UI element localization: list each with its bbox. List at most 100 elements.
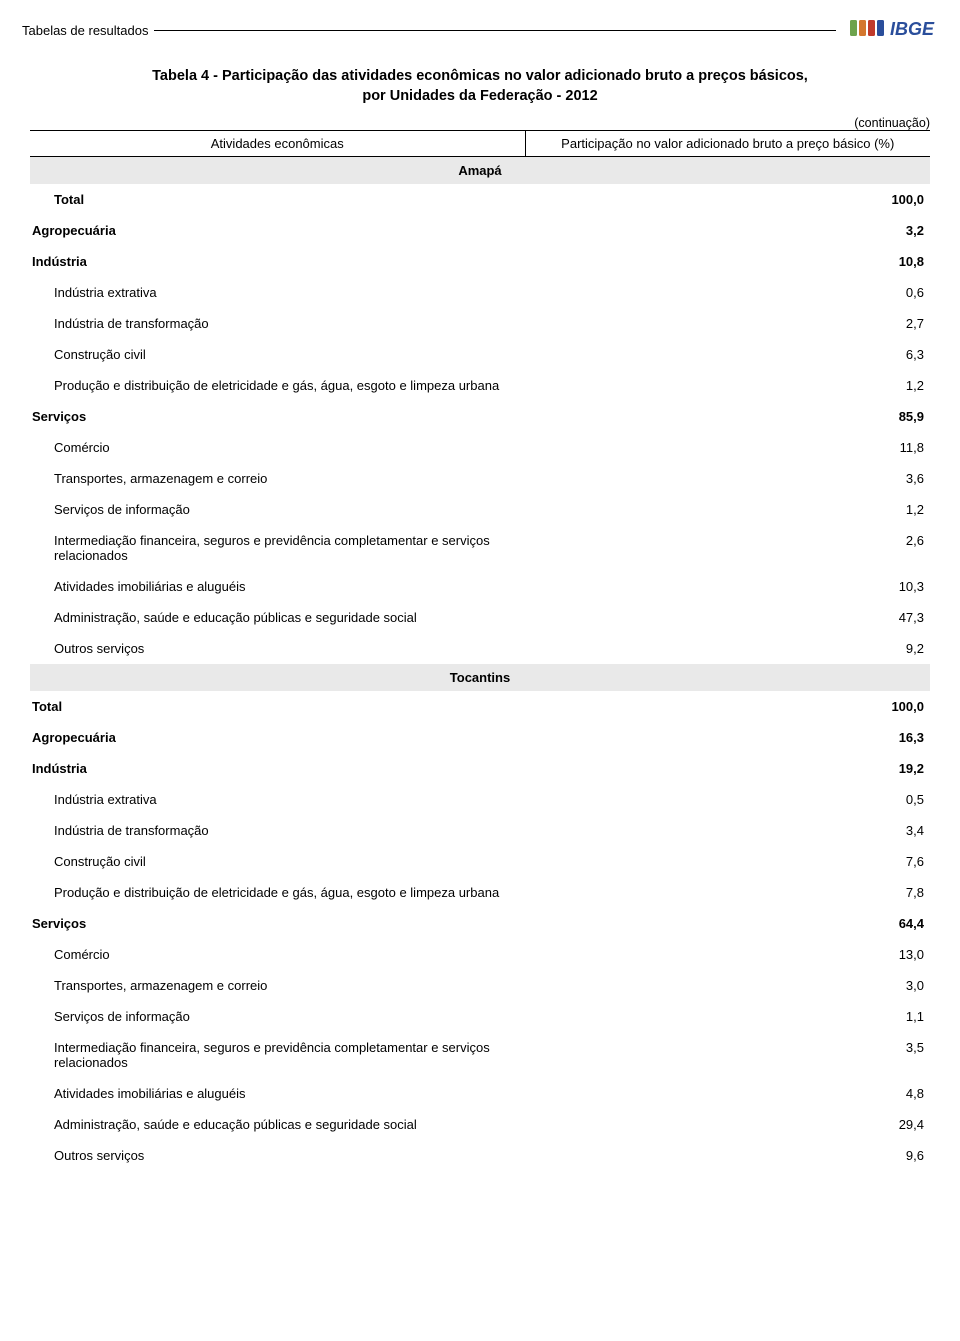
state-header-row: Amapá (30, 157, 930, 185)
table-row: Comércio13,0 (30, 939, 930, 970)
activity-value: 1,2 (525, 494, 930, 525)
table-row: Construção civil6,3 (30, 339, 930, 370)
table-row: Outros serviços9,2 (30, 633, 930, 664)
activity-value: 13,0 (525, 939, 930, 970)
table-header: Atividades econômicas Participação no va… (30, 131, 930, 157)
activity-value: 0,6 (525, 277, 930, 308)
table-title: Tabela 4 - Participação das atividades e… (90, 67, 870, 106)
activity-label: Indústria extrativa (30, 277, 525, 308)
activity-label: Atividades imobiliárias e aluguéis (30, 571, 525, 602)
page: Tabelas de resultados IBGE Tabela 4 - Pa… (0, 0, 960, 1195)
activity-value: 3,2 (525, 215, 930, 246)
table-row: Indústria extrativa0,5 (30, 784, 930, 815)
col-header-participation: Participação no valor adicionado bruto a… (525, 131, 930, 157)
col-header-activities: Atividades econômicas (30, 131, 525, 157)
activity-label: Indústria de transformação (30, 815, 525, 846)
activity-value: 3,6 (525, 463, 930, 494)
activity-value: 64,4 (525, 908, 930, 939)
activity-label: Transportes, armazenagem e correio (30, 970, 525, 1001)
activity-value: 4,8 (525, 1078, 930, 1109)
activity-label: Indústria (30, 753, 525, 784)
activity-value: 9,6 (525, 1140, 930, 1171)
activity-label: Produção e distribuição de eletricidade … (30, 370, 525, 401)
activity-value: 10,8 (525, 246, 930, 277)
table-row: Comércio11,8 (30, 432, 930, 463)
activity-label: Transportes, armazenagem e correio (30, 463, 525, 494)
table-row: Total100,0 (30, 691, 930, 722)
table-row: Produção e distribuição de eletricidade … (30, 877, 930, 908)
activity-label: Serviços (30, 908, 525, 939)
activity-value: 29,4 (525, 1109, 930, 1140)
title-line-1: Tabela 4 - Participação das atividades e… (90, 67, 870, 87)
table-row: Transportes, armazenagem e correio3,0 (30, 970, 930, 1001)
activity-label: Total (30, 691, 525, 722)
table-row: Agropecuária16,3 (30, 722, 930, 753)
table-row: Serviços85,9 (30, 401, 930, 432)
table-row: Serviços de informação1,2 (30, 494, 930, 525)
activity-value: 100,0 (525, 184, 930, 215)
table-row: Transportes, armazenagem e correio3,6 (30, 463, 930, 494)
activity-label: Administração, saúde e educação públicas… (30, 1109, 525, 1140)
state-header-row: Tocantins (30, 664, 930, 691)
activity-value: 3,5 (525, 1032, 930, 1078)
activity-value: 7,6 (525, 846, 930, 877)
activity-label: Total (30, 184, 525, 215)
activity-value: 7,8 (525, 877, 930, 908)
activity-label: Intermediação financeira, seguros e prev… (30, 525, 525, 571)
activity-value: 3,0 (525, 970, 930, 1001)
section-label: Tabelas de resultados (22, 23, 154, 38)
activity-value: 1,1 (525, 1001, 930, 1032)
data-table: Atividades econômicas Participação no va… (30, 130, 930, 1171)
table-row: Construção civil7,6 (30, 846, 930, 877)
activity-label: Construção civil (30, 846, 525, 877)
activity-value: 47,3 (525, 602, 930, 633)
table-row: Indústria de transformação2,7 (30, 308, 930, 339)
table-row: Total100,0 (30, 184, 930, 215)
activity-label: Comércio (30, 432, 525, 463)
state-name: Tocantins (30, 664, 930, 691)
activity-value: 0,5 (525, 784, 930, 815)
activity-value: 1,2 (525, 370, 930, 401)
activity-value: 100,0 (525, 691, 930, 722)
table-row: Indústria10,8 (30, 246, 930, 277)
activity-value: 19,2 (525, 753, 930, 784)
title-line-2: por Unidades da Federação - 2012 (90, 87, 870, 107)
activity-label: Indústria de transformação (30, 308, 525, 339)
activity-label: Serviços de informação (30, 1001, 525, 1032)
table-row: Intermediação financeira, seguros e prev… (30, 1032, 930, 1078)
svg-text:IBGE: IBGE (890, 19, 935, 39)
activity-label: Indústria extrativa (30, 784, 525, 815)
activity-label: Construção civil (30, 339, 525, 370)
activity-value: 11,8 (525, 432, 930, 463)
activity-value: 16,3 (525, 722, 930, 753)
table-row: Administração, saúde e educação públicas… (30, 1109, 930, 1140)
activity-label: Serviços de informação (30, 494, 525, 525)
activity-value: 6,3 (525, 339, 930, 370)
activity-label: Produção e distribuição de eletricidade … (30, 877, 525, 908)
ibge-logo: IBGE (850, 16, 938, 45)
activity-label: Intermediação financeira, seguros e prev… (30, 1032, 525, 1078)
table-row: Indústria19,2 (30, 753, 930, 784)
activity-value: 9,2 (525, 633, 930, 664)
table-row: Serviços de informação1,1 (30, 1001, 930, 1032)
activity-value: 2,6 (525, 525, 930, 571)
table-row: Produção e distribuição de eletricidade … (30, 370, 930, 401)
activity-label: Outros serviços (30, 633, 525, 664)
state-name: Amapá (30, 157, 930, 185)
activity-label: Serviços (30, 401, 525, 432)
activity-label: Administração, saúde e educação públicas… (30, 602, 525, 633)
activity-value: 85,9 (525, 401, 930, 432)
activity-value: 10,3 (525, 571, 930, 602)
table-row: Indústria extrativa0,6 (30, 277, 930, 308)
page-header: Tabelas de resultados IBGE (22, 16, 938, 45)
activity-label: Indústria (30, 246, 525, 277)
ibge-logo-svg: IBGE (850, 16, 938, 40)
activity-label: Atividades imobiliárias e aluguéis (30, 1078, 525, 1109)
activity-label: Agropecuária (30, 722, 525, 753)
table-row: Outros serviços9,6 (30, 1140, 930, 1171)
table-body: AmapáTotal100,0Agropecuária3,2Indústria1… (30, 157, 930, 1172)
table-row: Serviços64,4 (30, 908, 930, 939)
activity-label: Agropecuária (30, 215, 525, 246)
header-rule (154, 30, 836, 31)
table-row: Agropecuária3,2 (30, 215, 930, 246)
